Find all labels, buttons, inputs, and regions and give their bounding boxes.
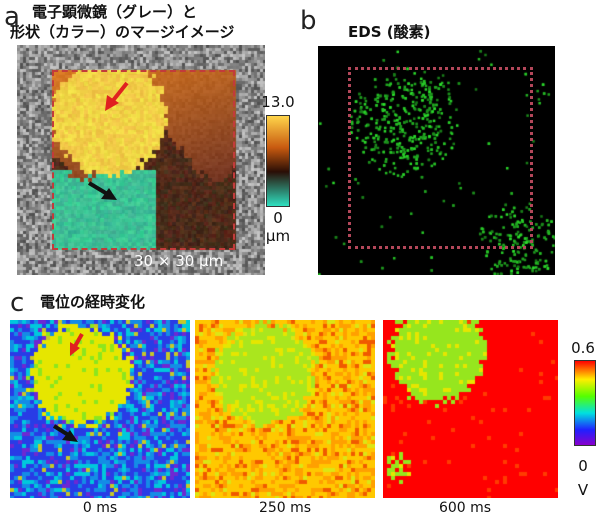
eds-oxygen-map [318,46,555,275]
panel-a-title-line2: 形状（カラー）のマージイメージ [10,23,235,41]
panel-c-title: 電位の経時変化 [40,293,146,311]
potential-colorbar-max: 0.6 [571,339,595,357]
panel-c-letter: c [10,288,25,318]
sem-height-merge-image [17,45,265,275]
panel-a-letter: a [4,2,20,32]
panel-b-title: EDS (酸素) [348,23,431,41]
frame-label-250ms: 250 ms [258,500,312,516]
potential-colorbar [574,360,596,446]
red-arrow-icon [70,333,84,356]
potential-colorbar-unit: V [577,481,589,499]
black-arrow-icon [87,181,117,200]
potential-colorbar-min: 0 [578,457,588,475]
panel-a-scan-frame [52,70,235,250]
potential-map-0ms [10,320,190,498]
potential-map-600ms [383,320,558,498]
panel-a-arrows [87,81,129,200]
panel-c-arrows [52,333,84,442]
height-colorbar [266,115,290,207]
panel-a-title-line1: 電子顕微鏡（グレー）と [32,3,198,21]
height-colorbar-unit: µm [265,227,291,245]
black-arrow-icon [52,424,78,442]
scale-label: 30 × 30 µm [134,252,224,270]
red-arrow-icon [105,81,129,111]
panel-b-scan-frame [348,67,533,249]
panel-b-letter: b [300,6,317,36]
frame-label-0ms: 0 ms [82,500,118,516]
potential-map-250ms [195,320,375,498]
frame-label-600ms: 600 ms [438,500,492,516]
height-colorbar-max: 13.0 [261,93,295,111]
height-colorbar-min: 0 [273,209,283,227]
